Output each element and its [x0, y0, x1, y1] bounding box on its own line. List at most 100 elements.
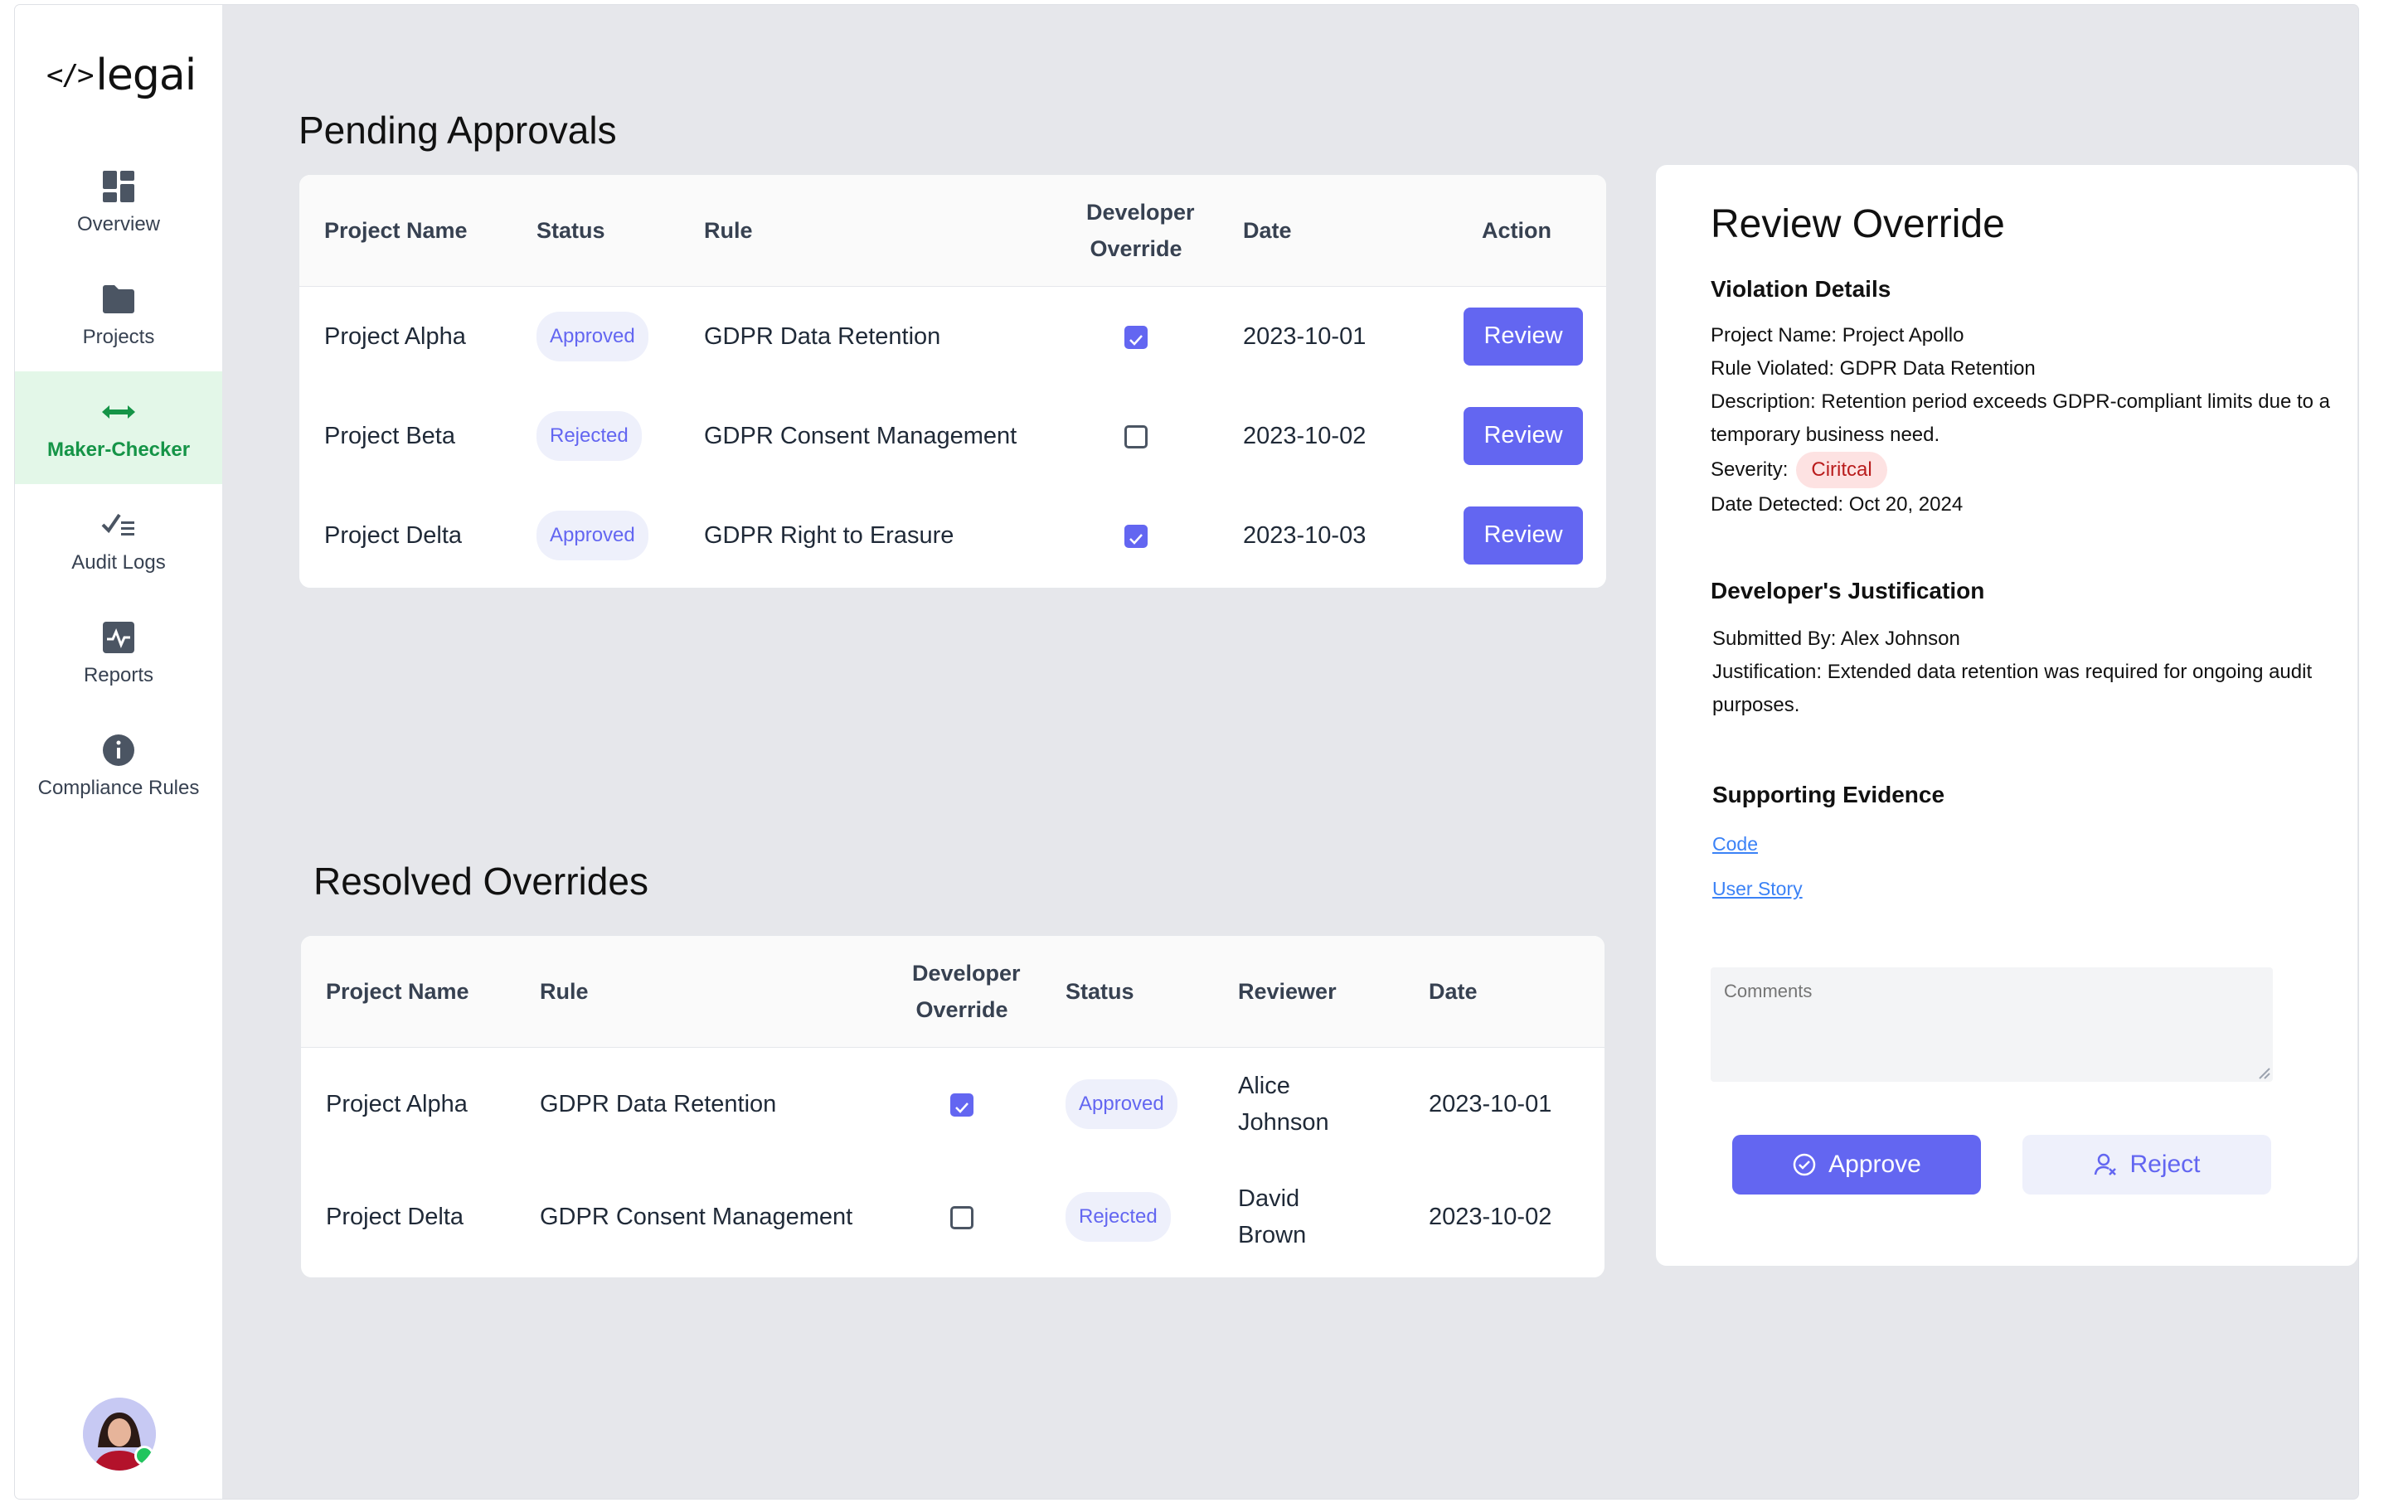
resolved-overrides-title: Resolved Overrides: [313, 860, 648, 903]
justification-submitted-by: Submitted By: Alex Johnson: [1712, 628, 1960, 650]
col-date: Date: [1218, 175, 1464, 287]
override-checkbox[interactable]: [1124, 326, 1148, 350]
table-row: Project Delta GDPR Consent Management Re…: [301, 1161, 1605, 1273]
override-checkbox[interactable]: [1124, 524, 1148, 548]
sidebar: </> legai Overview Projects Maker-Che: [15, 5, 223, 1499]
user-remove-icon: [2095, 1153, 2117, 1175]
sidebar-item-label: Overview: [76, 213, 161, 235]
justification-heading: Developer's Justification: [1711, 578, 1985, 603]
sidebar-item-reports[interactable]: Reports: [15, 597, 222, 710]
col-rule: Rule: [515, 936, 883, 1048]
activity-chart-icon: [100, 619, 137, 656]
cell-rule: GDPR Consent Management: [540, 1203, 853, 1230]
col-project-name: Project Name: [301, 936, 515, 1048]
resize-handle-icon[interactable]: [2256, 1065, 2271, 1080]
cell-date: 2023-10-02: [1429, 1203, 1552, 1230]
panel-title: Review Override: [1711, 202, 2005, 246]
review-button[interactable]: Review: [1464, 307, 1583, 366]
col-developer-override: Developer Override: [883, 936, 1041, 1048]
pending-approvals-table: Project Name Status Rule Developer Overr…: [299, 174, 1607, 589]
logo-text: legai: [95, 51, 197, 100]
sidebar-nav: Overview Projects Maker-Checker Audit Lo…: [15, 146, 222, 822]
violation-details: Project Name: Project Apollo Rule Violat…: [1711, 319, 2341, 521]
sidebar-item-label: Maker-Checker: [46, 439, 191, 461]
override-checkbox[interactable]: [1124, 424, 1148, 448]
cell-project: Project Beta: [324, 422, 455, 449]
sidebar-item-label: Reports: [83, 664, 154, 686]
violation-description: Description: Retention period exceeds GD…: [1711, 390, 2331, 446]
supporting-evidence-heading: Supporting Evidence: [1712, 782, 1945, 807]
col-status: Status: [512, 175, 679, 287]
justification-text: Justification: Extended data retention w…: [1712, 661, 2313, 716]
resolved-overrides-table: Project Name Rule Developer Override Sta…: [300, 935, 1605, 1278]
col-project-name: Project Name: [299, 175, 512, 287]
sidebar-item-projects[interactable]: Projects: [15, 259, 222, 371]
check-icon: [1129, 534, 1143, 545]
justification-details: Submitted By: Alex Johnson Justification…: [1712, 623, 2326, 722]
table-row: Project Alpha Approved GDPR Data Retenti…: [299, 287, 1606, 386]
sidebar-item-audit-logs[interactable]: Audit Logs: [15, 484, 222, 597]
cell-rule: GDPR Data Retention: [540, 1090, 777, 1117]
sidebar-item-compliance-rules[interactable]: Compliance Rules: [15, 710, 222, 822]
violation-project: Project Name: Project Apollo: [1711, 324, 1964, 346]
violation-details-heading: Violation Details: [1711, 276, 1891, 302]
dashboard-icon: [100, 168, 137, 205]
folder-icon: [100, 281, 137, 317]
review-override-panel: Review Override Violation Details Projec…: [1655, 164, 2358, 1267]
sidebar-item-label: Audit Logs: [71, 551, 166, 574]
review-button[interactable]: Review: [1464, 406, 1583, 465]
reject-button[interactable]: Reject: [2022, 1135, 2271, 1195]
table-row: Project Beta Rejected GDPR Consent Manag…: [299, 386, 1606, 486]
violation-severity: Severity: Ciritcal: [1711, 452, 2341, 488]
cell-project: Project Alpha: [324, 322, 466, 350]
violation-rule: Rule Violated: GDPR Data Retention: [1711, 357, 2036, 380]
logo-code-icon: </>: [46, 59, 94, 92]
override-checkbox[interactable]: [950, 1205, 973, 1229]
sidebar-item-maker-checker[interactable]: Maker-Checker: [15, 371, 222, 484]
cell-reviewer: Alice Johnson: [1238, 1072, 1329, 1136]
evidence-link-code[interactable]: Code: [1712, 833, 1758, 855]
col-rule: Rule: [679, 175, 1054, 287]
logo[interactable]: </> legai: [46, 46, 197, 104]
check-icon: [955, 1102, 969, 1113]
cell-reviewer: David Brown: [1238, 1185, 1307, 1248]
cell-rule: GDPR Data Retention: [704, 322, 941, 350]
table-row: Project Delta Approved GDPR Right to Era…: [299, 486, 1606, 585]
sidebar-item-overview[interactable]: Overview: [15, 146, 222, 259]
status-badge: Approved: [536, 311, 648, 361]
cell-rule: GDPR Consent Management: [704, 422, 1017, 449]
table-header-row: Project Name Rule Developer Override Sta…: [301, 936, 1605, 1048]
pending-approvals-title: Pending Approvals: [299, 109, 617, 152]
col-status: Status: [1041, 936, 1213, 1048]
checklist-icon: [100, 506, 137, 543]
override-checkbox[interactable]: [950, 1093, 973, 1117]
sidebar-item-label: Compliance Rules: [37, 777, 200, 799]
sidebar-item-label: Projects: [82, 326, 155, 348]
approve-button[interactable]: Approve: [1732, 1135, 1981, 1195]
swap-arrows-icon: [100, 394, 137, 430]
check-circle-icon: [1793, 1153, 1816, 1176]
avatar[interactable]: [83, 1398, 156, 1471]
violation-date: Date Detected: Oct 20, 2024: [1711, 493, 1964, 516]
status-badge: Rejected: [1066, 1191, 1171, 1242]
app-window: </> legai Overview Projects Maker-Che: [15, 5, 2358, 1499]
table-header-row: Project Name Status Rule Developer Overr…: [299, 175, 1606, 287]
table-row: Project Alpha GDPR Data Retention Approv…: [301, 1048, 1605, 1161]
severity-badge: Ciritcal: [1796, 452, 1887, 488]
review-button[interactable]: Review: [1464, 506, 1583, 565]
cell-date: 2023-10-01: [1243, 322, 1367, 350]
cell-date: 2023-10-01: [1429, 1090, 1552, 1117]
check-icon: [1129, 335, 1143, 346]
col-date: Date: [1404, 936, 1605, 1048]
comments-input[interactable]: [1711, 967, 2273, 1082]
cell-rule: GDPR Right to Erasure: [704, 521, 954, 549]
cell-project: Project Delta: [326, 1203, 464, 1230]
status-badge: Approved: [1066, 1078, 1177, 1129]
cell-date: 2023-10-03: [1243, 521, 1367, 549]
col-developer-override: Developer Override: [1054, 175, 1218, 287]
evidence-link-user-story[interactable]: User Story: [1712, 878, 1803, 899]
info-icon: [100, 732, 137, 768]
cell-project: Project Alpha: [326, 1090, 468, 1117]
col-action: Action: [1464, 175, 1606, 287]
status-badge: Approved: [536, 510, 648, 560]
